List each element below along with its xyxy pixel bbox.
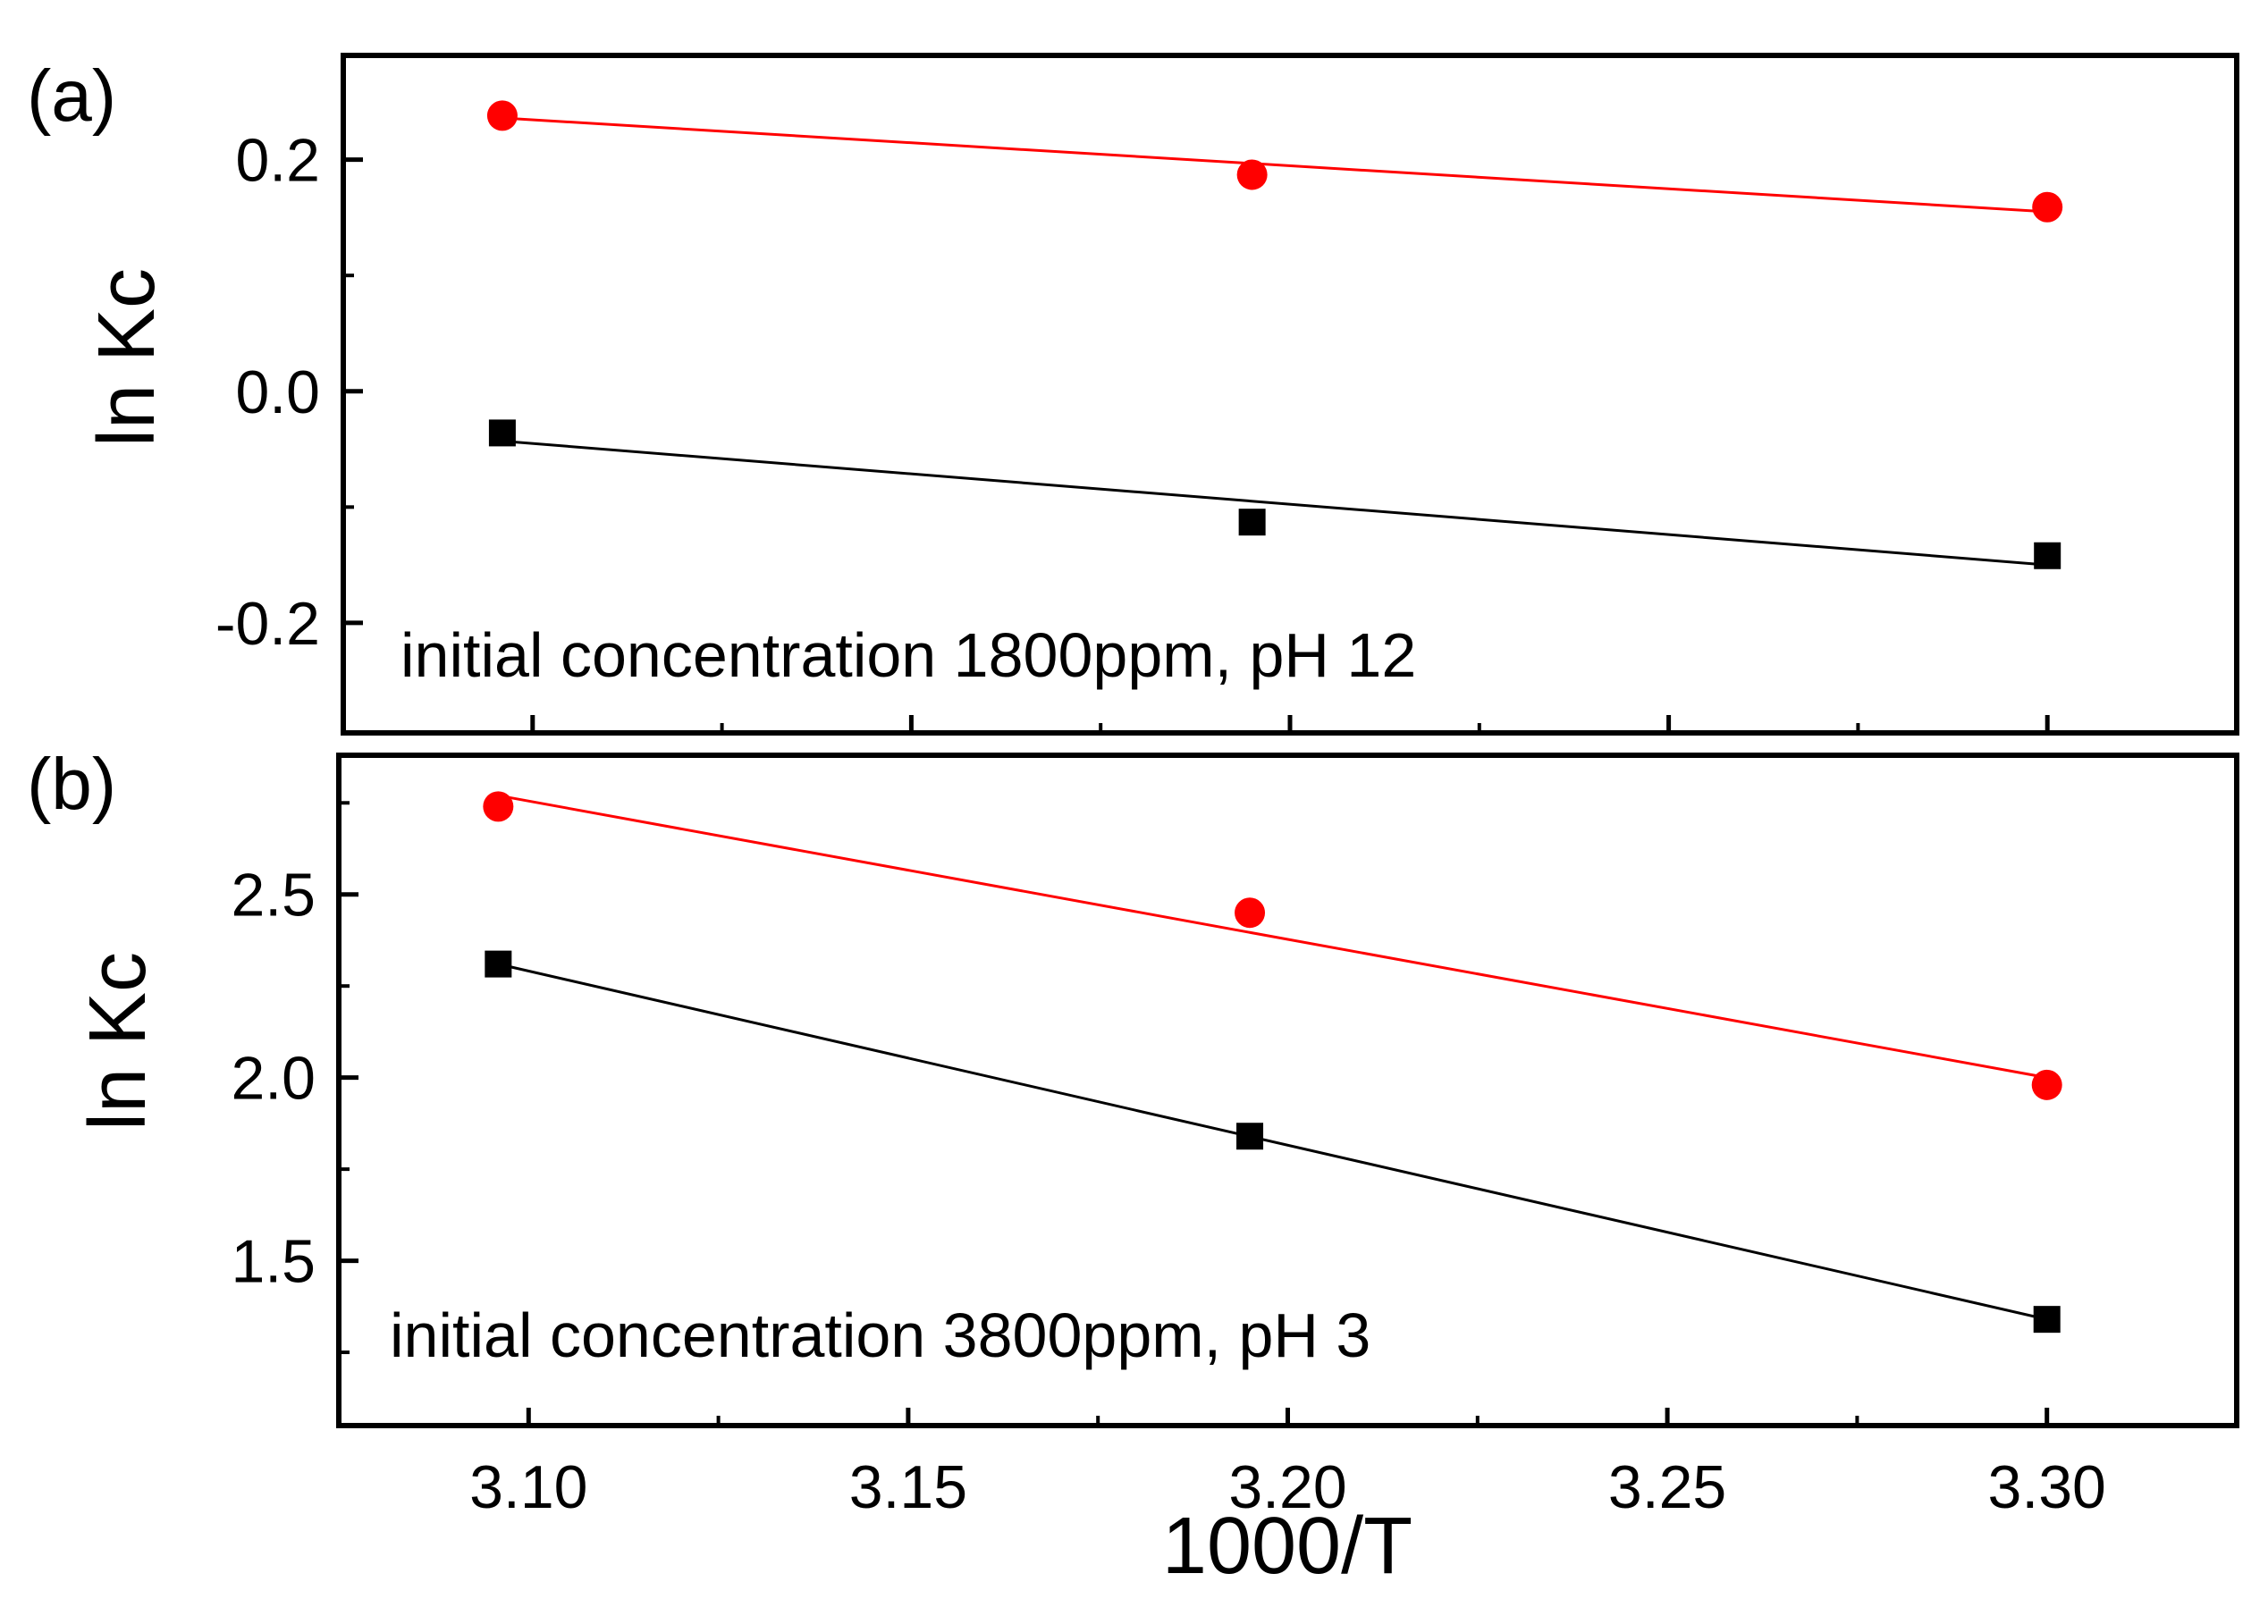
panel-b-red-point: [483, 791, 514, 822]
panel-b-red-point: [2031, 1069, 2062, 1100]
panel-a-data-points: [486, 100, 2063, 569]
panel-b-y-tick-label: 2.5: [231, 862, 316, 930]
panel-b-y-tick-label: 1.5: [231, 1228, 316, 1296]
panel-b-y-axis-title: ln Kc: [73, 952, 163, 1131]
panel-a-fit-lines: [502, 116, 2048, 567]
panel-b-black-point: [2033, 1306, 2061, 1334]
panel-a-black-fit-line: [502, 439, 2048, 567]
panel-b-label: (b): [27, 744, 116, 825]
panel-b-black-fit-line: [497, 963, 2048, 1321]
panel-a-black-point: [2034, 542, 2061, 569]
panel-b-red-fit-line: [498, 794, 2047, 1080]
panel-b-x-tick-label: 3.25: [1608, 1453, 1726, 1521]
panel-a-black-point: [488, 419, 516, 447]
panel-a-y-tick-label: 0.0: [235, 358, 320, 426]
panel-a-black-point: [1238, 509, 1266, 536]
panel-b: 3.10 3.15 3.20 3.25 3.30 1.5 2.0 2.5 (b) initia…: [27, 744, 2239, 1591]
panel-b-data-points: [483, 791, 2062, 1334]
panel-a-y-tick-label: 0.2: [235, 127, 320, 195]
panel-b-x-tick-label: 3.10: [469, 1453, 587, 1521]
panel-b-black-point: [1236, 1123, 1264, 1150]
panel-a-red-point: [1236, 159, 1268, 190]
panel-a-red-fit-line: [502, 116, 2048, 214]
panel-a: -0.2 0.0 0.2 (a) initial concentration 180…: [27, 53, 2239, 736]
panel-a-red-point: [2032, 191, 2063, 223]
panel-a-annotation: initial concentration 1800ppm, pH 12: [400, 620, 1416, 690]
panel-b-x-tick-label: 3.15: [849, 1453, 967, 1521]
panel-b-x-tick-label: 3.30: [1988, 1453, 2106, 1521]
panel-b-black-point: [485, 950, 512, 978]
panel-b-tick-labels: 3.10 3.15 3.20 3.25 3.30 1.5 2.0 2.5: [231, 862, 2105, 1521]
panel-b-ticks: [339, 801, 2050, 1426]
panel-a-label: (a): [27, 55, 116, 137]
panel-a-tick-labels: -0.2 0.0 0.2: [215, 127, 320, 658]
x-axis-title: 1000/T: [1162, 1502, 1412, 1591]
panel-b-annotation: initial concentration 3800ppm, pH 3: [390, 1300, 1370, 1370]
panel-a-ticks: [343, 157, 2050, 733]
panel-b-red-point: [1235, 897, 1266, 929]
panel-b-x-tick-label: 3.20: [1228, 1453, 1346, 1521]
panel-a-red-point: [486, 100, 518, 131]
panel-b-y-tick-label: 2.0: [231, 1045, 316, 1113]
panel-a-y-axis-title: ln Kc: [82, 268, 172, 447]
panel-a-y-tick-label: -0.2: [215, 590, 320, 658]
panel-b-fit-lines: [497, 794, 2048, 1321]
